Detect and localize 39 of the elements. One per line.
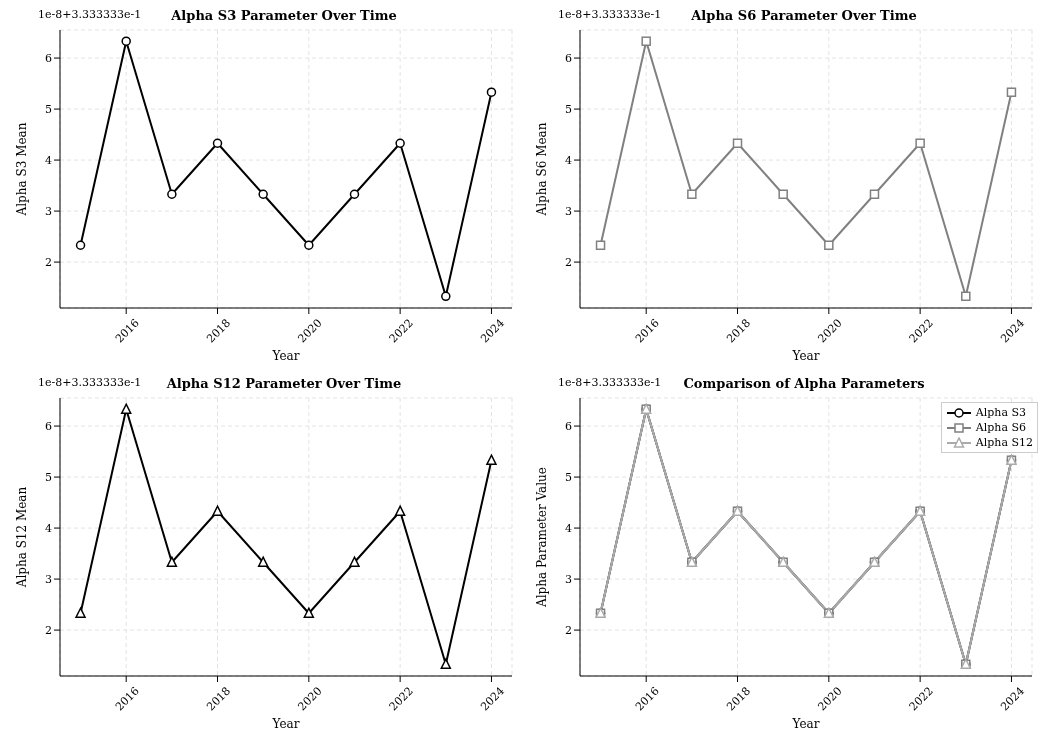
- y-tick-label: 5: [45, 102, 52, 116]
- legend-label: Alpha S6: [975, 420, 1026, 435]
- y-tick-label: 3: [565, 204, 572, 218]
- y-tick-label: 4: [45, 521, 52, 535]
- y-tick-label: 6: [565, 419, 572, 433]
- y-tick-label: 6: [45, 419, 52, 433]
- legend-label: Alpha S12: [975, 435, 1033, 450]
- y-tick-label: 2: [45, 256, 52, 269]
- y-tick-label: 4: [45, 153, 52, 167]
- y-tick-label: 2: [565, 256, 572, 269]
- text: 1e-8+3.333333e-1: [38, 376, 142, 389]
- x-axis-title: Year: [271, 717, 300, 731]
- chart-title: Comparison of Alpha Parameters: [683, 376, 925, 391]
- y-tick-label: 6: [565, 51, 572, 65]
- y-tick-label: 2: [45, 624, 52, 637]
- y-tick-label: 6: [45, 51, 52, 65]
- y-tick-label: 5: [45, 470, 52, 484]
- text: 1e-8+3.333333e-1: [558, 376, 662, 389]
- y-tick-label: 3: [45, 572, 52, 586]
- y-tick-label: 3: [565, 572, 572, 586]
- y-tick-label: 5: [565, 470, 572, 484]
- y-axis-title: Alpha S6 Mean: [535, 122, 550, 217]
- x-axis-title: Year: [791, 717, 820, 731]
- y-axis-title: Alpha Parameter Value: [535, 467, 550, 608]
- chart-title: Alpha S6 Parameter Over Time: [691, 8, 917, 23]
- y-axis-title: Alpha S3 Mean: [15, 122, 30, 217]
- text: 1e-8+3.333333e-1: [38, 8, 142, 21]
- y-tick-label: 5: [565, 102, 572, 116]
- text: 1e-8+3.333333e-1: [558, 8, 662, 21]
- y-tick-label: 3: [45, 204, 52, 218]
- y-axis-title: Alpha S12 Mean: [15, 486, 30, 589]
- y-tick-label: 4: [565, 153, 572, 167]
- x-axis-title: Year: [791, 349, 820, 363]
- chart-title: Alpha S12 Parameter Over Time: [166, 376, 402, 391]
- chart-title: Alpha S3 Parameter Over Time: [171, 8, 397, 23]
- legend-label: Alpha S3: [975, 405, 1026, 420]
- y-tick-label: 2: [565, 624, 572, 637]
- x-axis-title: Year: [271, 349, 300, 363]
- y-tick-label: 4: [565, 521, 572, 535]
